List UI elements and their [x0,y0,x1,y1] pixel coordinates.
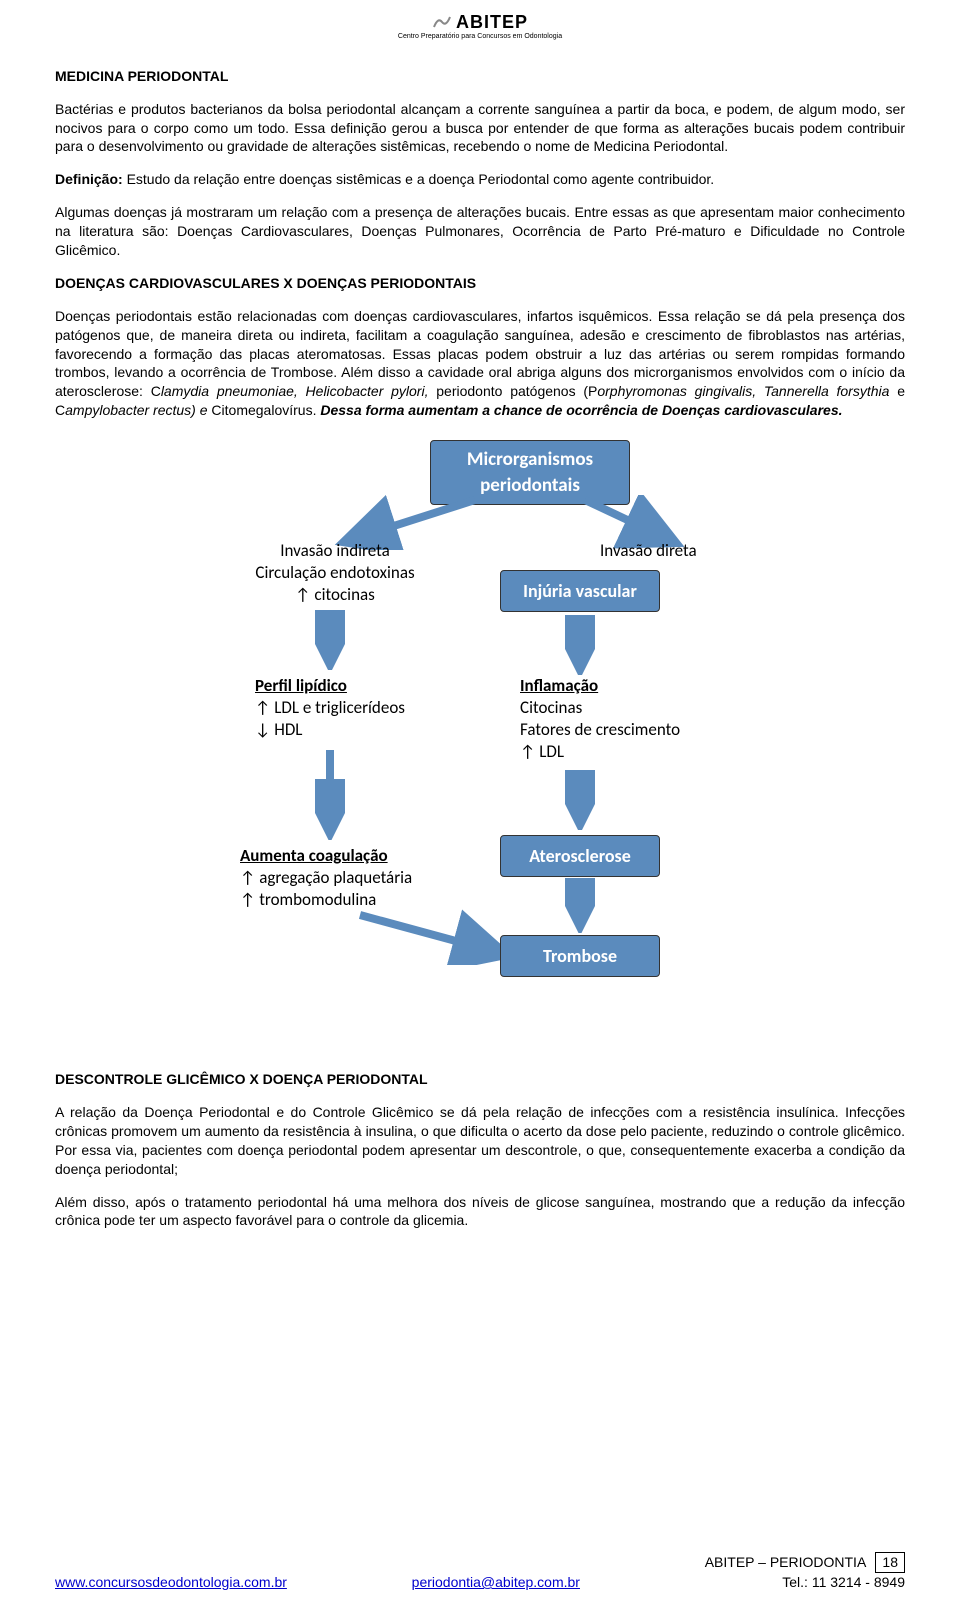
arrow-right-down-1 [565,615,595,675]
left-branch-title: Invasão indireta [230,540,440,562]
cardio-italic-2: orphyromonas gingivalis, Tannerella fors… [597,383,889,399]
arrow-left-down-2 [315,745,345,840]
page-number: 18 [875,1552,905,1573]
logo-subtitle: Centro Preparatório para Concursos em Od… [55,32,905,41]
cardio-bold-tail: Dessa forma aumentam a chance de ocorrên… [320,402,842,418]
cardio-text-d: Citomegalovírus. [208,402,321,418]
title-glicemico: DESCONTROLE GLICÊMICO X DOENÇA PERIODONT… [55,1070,905,1089]
title-cardio: DOENÇAS CARDIOVASCULARES X DOENÇAS PERIO… [55,274,905,293]
node-injuria: Injúria vascular [500,570,660,612]
cardio-italic-1: lamydia pneumoniae, Helicobacter pylori, [161,383,429,399]
logo-text: ABITEP [456,10,528,34]
page-footer: www.concursosdeodontologia.com.br period… [55,1552,905,1592]
footer-url-link[interactable]: www.concursosdeodontologia.com.br [55,1574,287,1590]
inflam-l3: ↑ LDL [520,741,680,763]
logo: ABITEP [432,10,528,34]
definicao-text: Estudo da relação entre doenças sistêmic… [123,171,714,187]
page-header: ABITEP Centro Preparatório para Concurso… [55,10,905,42]
perfil-hd: Perfil lipídico [255,675,405,697]
cardio-italic-3: ampylobacter rectus) e [65,402,207,418]
title-medicina: MEDICINA PERIODONTAL [55,67,905,86]
coag-hd: Aumenta coagulação [240,845,412,867]
paragraph-intro: Bactérias e produtos bacterianos da bols… [55,100,905,157]
paragraph-doencas: Algumas doenças já mostraram um relação … [55,203,905,260]
inflam-hd: Inflamação [520,675,680,697]
label-perfil-lipidico: Perfil lipídico ↑ LDL e triglicerídeos ↓… [255,675,405,741]
paragraph-definicao: Definição: Estudo da relação entre doenç… [55,170,905,189]
label-inflamacao: Inflamação Citocinas Fatores de crescime… [520,675,680,763]
cardio-text-b: periodonto patógenos (P [428,383,597,399]
node-microrganismos-l1: Microrganismos [441,447,619,473]
inflam-l1: Citocinas [520,697,680,719]
footer-tel: Tel.: 11 3214 - 8949 [705,1573,905,1592]
definicao-label: Definição: [55,171,123,187]
coag-l1: ↑ agregação plaquetária [240,867,412,889]
paragraph-glicemico-1: A relação da Doença Periodontal e do Con… [55,1103,905,1179]
paragraph-cardio: Doenças periodontais estão relacionadas … [55,307,905,420]
paragraph-glicemico-2: Além disso, após o tratamento periodonta… [55,1193,905,1231]
footer-right: ABITEP – PERIODONTIA 18 Tel.: 11 3214 - … [705,1552,905,1592]
footer-course: ABITEP – PERIODONTIA [705,1554,866,1570]
arrow-right-down-3 [565,878,595,933]
footer-url: www.concursosdeodontologia.com.br [55,1573,287,1592]
left-branch-l2: Circulação endotoxinas [230,562,440,584]
inflam-l2: Fatores de crescimento [520,719,680,741]
perfil-l1: ↑ LDL e triglicerídeos [255,697,405,719]
perfil-l2: ↓ HDL [255,719,405,741]
left-branch-l3: ↑ citocinas [230,584,440,606]
flowchart: Microrganismos periodontais Invasão indi… [200,440,760,1010]
arrow-left-down-1 [315,610,345,670]
arrow-left-to-trombose [350,905,520,965]
logo-icon [432,15,452,29]
node-aterosclerose: Aterosclerose [500,835,660,877]
arrow-right-down-2 [565,770,595,830]
footer-email: periodontia@abitep.com.br [412,1573,580,1592]
label-coagulacao: Aumenta coagulação ↑ agregação plaquetár… [240,845,412,911]
footer-email-link[interactable]: periodontia@abitep.com.br [412,1574,580,1590]
node-trombose: Trombose [500,935,660,977]
label-invasao-indireta: Invasão indireta Circulação endotoxinas … [230,540,440,606]
label-invasao-direta: Invasão direta [600,540,697,562]
